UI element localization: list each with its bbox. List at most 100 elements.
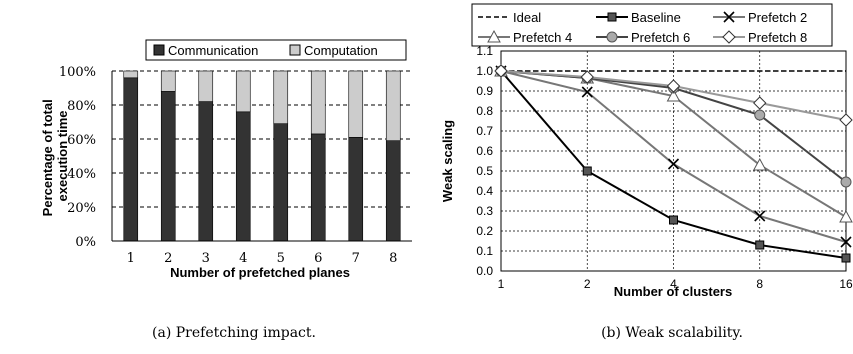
legend-label-prefetch-6: Prefetch 6 bbox=[631, 30, 690, 45]
chart-weak-scalability: Ideal Baseline Prefetch 2 Prefetch 4 Prefetc… bbox=[440, 3, 853, 299]
x-tick-label: 16 bbox=[839, 277, 853, 291]
y-axis-title-b: Weak scaling bbox=[440, 120, 455, 202]
legend-label-communication: Communication bbox=[168, 43, 258, 58]
legend-label-prefetch-4: Prefetch 4 bbox=[513, 30, 572, 45]
x-tick-label: 8 bbox=[756, 277, 763, 291]
point-prefetch-2 bbox=[754, 210, 766, 222]
x-tick-label: 5 bbox=[277, 251, 285, 266]
bar-computation-7 bbox=[348, 70, 364, 138]
y-tick-label: 20% bbox=[67, 201, 96, 216]
bar-communication-3 bbox=[198, 101, 214, 242]
point-prefetch-2 bbox=[840, 236, 852, 248]
y-tick-label: 0.3 bbox=[476, 204, 493, 218]
y-tick-label: 0.1 bbox=[476, 244, 493, 258]
bar-communication-1 bbox=[123, 77, 139, 242]
bar-computation-3 bbox=[198, 70, 214, 102]
x-ticks-a: 1 2 3 4 5 6 7 8 bbox=[127, 251, 398, 266]
y-tick-label: 40% bbox=[67, 167, 96, 182]
y-tick-label: 60% bbox=[67, 133, 96, 148]
legend-marker-prefetch-4 bbox=[487, 29, 501, 43]
chart-prefetching-impact: Communication Computation 0%20%40%60%80%… bbox=[40, 39, 412, 280]
point-prefetch-8 bbox=[839, 113, 853, 127]
x-tick-label: 4 bbox=[670, 277, 677, 291]
caption-a: (a) Prefetching impact. bbox=[152, 325, 316, 341]
x-ticks-b: 1 2 4 8 16 bbox=[498, 277, 853, 291]
y-ticks-b: 0.0 0.1 0.2 0.3 0.4 0.5 0.6 0.7 0.8 0.9 1.0 1.1 bbox=[476, 44, 493, 278]
x-axis-title-b: Number of clusters bbox=[614, 284, 732, 299]
point-prefetch-4 bbox=[839, 209, 853, 223]
bar-communication-2 bbox=[160, 91, 176, 242]
bar-communication-5 bbox=[273, 123, 289, 242]
bar-computation-4 bbox=[235, 70, 251, 113]
legend-b: Ideal Baseline Prefetch 2 Prefetch 4 Prefetc… bbox=[478, 10, 807, 45]
legend-marker-baseline bbox=[607, 12, 617, 22]
point-prefetch-2 bbox=[581, 86, 593, 98]
legend-label-prefetch-2: Prefetch 2 bbox=[748, 10, 807, 25]
y-tick-label: 80% bbox=[67, 99, 96, 114]
x-tick-label: 1 bbox=[127, 251, 135, 266]
x-tick-label: 7 bbox=[352, 251, 360, 266]
y-tick-label: 1.0 bbox=[476, 64, 493, 78]
legend-label-ideal: Ideal bbox=[513, 10, 541, 25]
y-tick-label: 0.4 bbox=[476, 184, 493, 198]
y-tick-label: 0.2 bbox=[476, 224, 493, 238]
point-prefetch-6 bbox=[754, 109, 766, 121]
bar-computation-2 bbox=[160, 70, 176, 92]
y-tick-label: 0.7 bbox=[476, 124, 493, 138]
bar-communication-7 bbox=[348, 137, 364, 242]
legend-box-b bbox=[471, 3, 833, 47]
caption-b: (b) Weak scalability. bbox=[601, 325, 743, 341]
point-prefetch-8 bbox=[753, 96, 767, 110]
plot-area-b bbox=[500, 50, 847, 272]
point-prefetch-8 bbox=[666, 79, 681, 93]
x-tick-label: 2 bbox=[164, 251, 172, 266]
y-tick-label: 0.6 bbox=[476, 144, 493, 158]
legend-label-computation: Computation bbox=[304, 43, 378, 58]
legend-box bbox=[145, 39, 407, 61]
gridlines-a bbox=[112, 70, 412, 208]
bar-computation-1 bbox=[123, 70, 139, 79]
bar-computation-5 bbox=[273, 70, 289, 125]
y-tick-label: 0.9 bbox=[476, 84, 493, 98]
x-tick-label: 1 bbox=[498, 277, 505, 291]
legend-swatch-computation bbox=[289, 44, 301, 56]
x-tick-label: 3 bbox=[202, 251, 210, 266]
y-axis-title-a-line1: Percentage of total bbox=[40, 99, 55, 216]
y-tick-label: 0.5 bbox=[476, 164, 493, 178]
y-tick-label: 0.0 bbox=[476, 264, 493, 278]
x-tick-label: 2 bbox=[584, 277, 591, 291]
series-lines-b bbox=[494, 63, 853, 263]
point-prefetch-6 bbox=[840, 176, 852, 188]
bar-communication-6 bbox=[310, 133, 326, 242]
point-prefetch-8 bbox=[580, 70, 594, 84]
point-prefetch-8 bbox=[494, 64, 508, 78]
point-baseline bbox=[755, 240, 765, 250]
bar-communication-8 bbox=[385, 140, 401, 242]
x-tick-label: 8 bbox=[389, 251, 397, 266]
bar-computation-8 bbox=[385, 70, 401, 141]
legend-a: Communication Computation bbox=[145, 39, 407, 61]
point-baseline bbox=[669, 215, 678, 225]
x-axis-title-a: Number of prefetched planes bbox=[170, 265, 350, 280]
legend-label-baseline: Baseline bbox=[631, 10, 681, 25]
y-axis-title-a: Percentage of total execution time bbox=[40, 96, 70, 217]
legend-marker-prefetch-8 bbox=[722, 30, 736, 44]
legend-marker-prefetch-6 bbox=[606, 31, 618, 43]
y-tick-label: 1.1 bbox=[476, 44, 493, 58]
y-ticks-a: 0% 20% 40% 60% 80% 100% bbox=[59, 65, 96, 250]
legend-label-prefetch-8: Prefetch 8 bbox=[748, 30, 807, 45]
point-baseline bbox=[582, 166, 592, 176]
point-baseline bbox=[841, 253, 851, 263]
bars-a bbox=[123, 70, 401, 242]
point-prefetch-2 bbox=[667, 158, 680, 170]
point-prefetch-4 bbox=[666, 88, 681, 102]
y-tick-label: 0.8 bbox=[476, 104, 493, 118]
bar-computation-6 bbox=[310, 70, 326, 135]
x-tick-label: 4 bbox=[239, 251, 247, 266]
legend-swatch-communication bbox=[153, 44, 165, 56]
bar-communication-4 bbox=[235, 111, 251, 242]
y-tick-label: 100% bbox=[59, 65, 96, 80]
legend-marker-prefetch-2 bbox=[723, 11, 735, 23]
point-prefetch-4 bbox=[752, 157, 767, 171]
